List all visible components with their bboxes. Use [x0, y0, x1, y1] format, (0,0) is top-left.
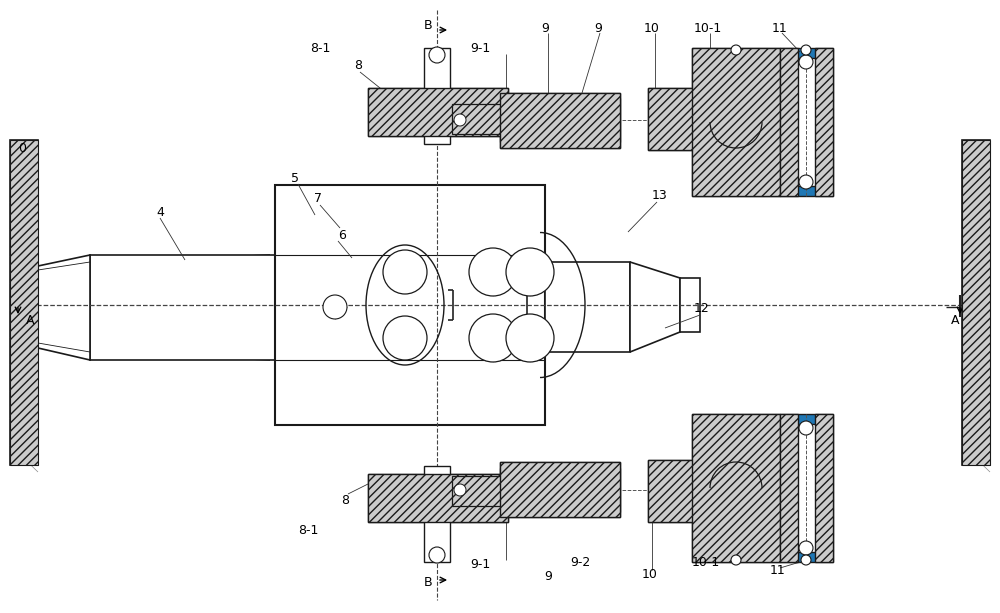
- Text: 9: 9: [544, 571, 552, 584]
- Circle shape: [323, 295, 347, 319]
- Text: 10: 10: [644, 21, 660, 34]
- Text: 11: 11: [770, 563, 786, 576]
- Bar: [692, 48, 780, 196]
- Bar: [648, 460, 693, 522]
- Bar: [500, 462, 620, 517]
- Bar: [780, 414, 833, 562]
- Text: 8-1: 8-1: [310, 42, 330, 55]
- Bar: [648, 88, 693, 150]
- Bar: [10, 140, 38, 465]
- Bar: [500, 98, 518, 142]
- Bar: [452, 104, 504, 134]
- Bar: [710, 436, 762, 538]
- Bar: [710, 72, 762, 174]
- Circle shape: [731, 555, 741, 565]
- Text: 4: 4: [156, 205, 164, 218]
- Bar: [452, 104, 504, 134]
- Bar: [602, 468, 620, 512]
- Text: B: B: [423, 576, 432, 590]
- Text: 13: 13: [652, 189, 668, 202]
- Bar: [368, 474, 508, 522]
- Bar: [500, 93, 620, 148]
- Circle shape: [383, 250, 427, 294]
- Bar: [10, 140, 38, 465]
- Bar: [962, 140, 990, 465]
- Circle shape: [799, 175, 813, 189]
- Bar: [368, 474, 508, 522]
- Bar: [424, 126, 450, 144]
- Text: 12: 12: [694, 302, 710, 314]
- Circle shape: [429, 47, 445, 63]
- Bar: [500, 468, 518, 512]
- Text: 8-1: 8-1: [298, 524, 318, 536]
- Text: 5: 5: [291, 172, 299, 185]
- Bar: [962, 140, 990, 465]
- Bar: [90, 255, 275, 360]
- Circle shape: [469, 314, 517, 362]
- Circle shape: [454, 484, 466, 496]
- Bar: [500, 462, 620, 517]
- Bar: [648, 460, 693, 522]
- Circle shape: [454, 114, 466, 126]
- Text: 9-1: 9-1: [470, 42, 490, 55]
- Text: 10: 10: [642, 568, 658, 582]
- Bar: [33, 270, 41, 345]
- Bar: [815, 48, 833, 196]
- Circle shape: [429, 547, 445, 563]
- Circle shape: [799, 541, 813, 555]
- Text: 7: 7: [314, 191, 322, 205]
- Bar: [452, 476, 504, 506]
- Text: 11: 11: [772, 21, 788, 34]
- Text: 6: 6: [338, 229, 346, 242]
- Text: 10-1: 10-1: [692, 557, 720, 569]
- Bar: [780, 414, 798, 562]
- Circle shape: [383, 316, 427, 360]
- Bar: [424, 48, 450, 92]
- Circle shape: [506, 248, 554, 296]
- Bar: [545, 262, 630, 352]
- Bar: [424, 518, 450, 562]
- Bar: [452, 110, 464, 128]
- Text: 9: 9: [594, 21, 602, 34]
- Bar: [780, 48, 798, 196]
- Text: A: A: [951, 313, 959, 327]
- Bar: [275, 185, 545, 425]
- Bar: [795, 58, 818, 186]
- Text: 8: 8: [341, 493, 349, 506]
- Circle shape: [801, 555, 811, 565]
- Text: B: B: [423, 18, 432, 31]
- Text: A: A: [26, 313, 34, 327]
- Bar: [452, 482, 464, 500]
- Bar: [692, 414, 780, 562]
- Bar: [424, 466, 450, 484]
- Bar: [368, 88, 508, 136]
- Bar: [602, 98, 620, 142]
- Circle shape: [799, 421, 813, 435]
- Text: 9: 9: [541, 21, 549, 34]
- Text: 0: 0: [18, 142, 26, 154]
- Bar: [680, 278, 700, 332]
- Bar: [500, 93, 620, 148]
- Circle shape: [506, 314, 554, 362]
- Text: 9-2: 9-2: [570, 555, 590, 568]
- Text: 10-1: 10-1: [694, 21, 722, 34]
- Bar: [368, 88, 508, 136]
- Bar: [780, 48, 833, 196]
- Bar: [692, 48, 780, 196]
- Text: 9-1: 9-1: [470, 558, 490, 571]
- Bar: [452, 476, 504, 506]
- Polygon shape: [630, 262, 680, 352]
- Bar: [648, 88, 693, 150]
- Text: 8: 8: [354, 58, 362, 72]
- Polygon shape: [38, 255, 90, 360]
- Bar: [815, 414, 833, 562]
- Circle shape: [799, 55, 813, 69]
- Circle shape: [801, 45, 811, 55]
- Bar: [795, 424, 818, 552]
- Circle shape: [731, 45, 741, 55]
- Bar: [692, 414, 780, 562]
- Circle shape: [469, 248, 517, 296]
